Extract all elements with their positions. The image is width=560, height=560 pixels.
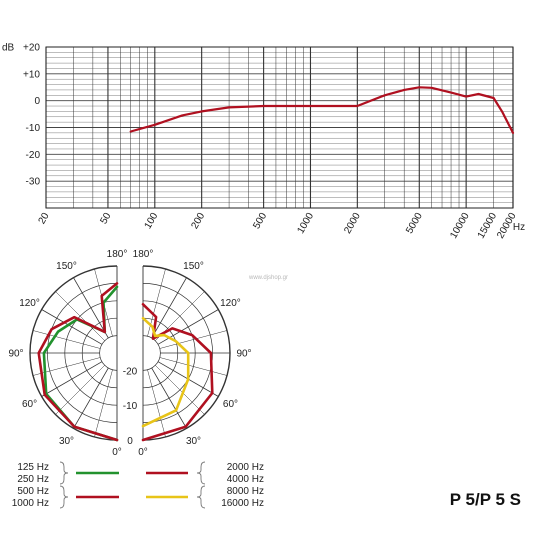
polar-spoke (55, 365, 105, 415)
legend-brace (59, 485, 69, 509)
polar-angle-label: 150° (183, 261, 204, 272)
polar-level-label: -10 (123, 401, 138, 412)
polar-spoke (157, 309, 219, 345)
x-tick-label: 50 (98, 211, 113, 227)
legend-brace (196, 461, 206, 485)
polar-spoke (32, 330, 101, 349)
x-tick-label: 500 (251, 211, 269, 231)
polar-angle-label: 120° (220, 298, 241, 309)
polar-spoke (94, 369, 113, 438)
polar-spoke (73, 277, 109, 339)
legend-label: 125 Hz (17, 462, 49, 473)
y-tick-label: 0 (34, 96, 40, 107)
y-tick-label: +20 (23, 43, 40, 54)
response-frame (45, 46, 514, 209)
polar-angle-label: 60° (223, 399, 238, 410)
x-tick-label: 100 (143, 211, 161, 231)
x-tick-label: 2000 (342, 211, 363, 236)
legend-label: 16000 Hz (221, 498, 264, 509)
legend-label: 4000 Hz (227, 474, 264, 485)
y-tick-label: -20 (26, 150, 41, 161)
polar-spoke (151, 277, 187, 339)
polar-spoke (147, 369, 166, 438)
polar-curve-right-3 (141, 316, 190, 428)
x-tick-label: 10000 (448, 211, 472, 241)
response-grid (45, 46, 514, 209)
polar-angle-label: 150° (56, 261, 77, 272)
polar-spoke (159, 330, 228, 349)
polar-ring (142, 335, 161, 371)
polar-spoke (55, 291, 105, 341)
legend-label: 1000 Hz (12, 498, 49, 509)
x-tick-label: 5000 (404, 211, 425, 236)
legend-label: 8000 Hz (227, 486, 264, 497)
polar-angle-label: 90° (8, 349, 23, 360)
polar-grid (29, 265, 231, 441)
response-curve (129, 86, 515, 134)
legend-brace (196, 485, 206, 509)
legend-label: 250 Hz (17, 474, 49, 485)
polar-angle-label: 180° (133, 249, 154, 260)
polar-curve-right-2 (141, 303, 214, 442)
legend-label: 2000 Hz (227, 462, 264, 473)
x-tick-label: 1000 (295, 211, 316, 236)
polar-angle-label: 30° (59, 436, 74, 447)
polar-spoke (151, 367, 187, 429)
y-tick-label: -30 (26, 177, 41, 188)
polar-level-label: -20 (123, 366, 138, 377)
polar-angle-label: 0° (112, 447, 122, 458)
polar-curve-left-1 (37, 282, 119, 442)
polar-ring (99, 335, 118, 371)
polar-angle-label: 60° (22, 399, 37, 410)
polar-angle-label: 0° (138, 447, 148, 458)
watermark-text: www.djshop.gr (248, 275, 288, 281)
polar-spoke (41, 361, 103, 397)
polar-level-label: 0 (127, 436, 133, 447)
polar-spoke (73, 367, 109, 429)
polar-spoke (155, 365, 205, 415)
polar-angle-label: 90° (236, 349, 251, 360)
model-label: P 5/P 5 S (450, 490, 521, 509)
polar-angle-label: 180° (107, 249, 128, 260)
polar-spoke (41, 309, 103, 345)
legend-label: 500 Hz (17, 486, 49, 497)
polar-angle-label: 120° (19, 298, 40, 309)
polar-angle-label: 30° (186, 436, 201, 447)
y-tick-label: +10 (23, 69, 40, 80)
y-tick-label: -10 (26, 123, 41, 134)
polar-spoke (159, 357, 228, 376)
x-tick-label: 20 (37, 211, 52, 227)
x-tick-label: 200 (189, 211, 207, 231)
x-axis-unit: Hz (513, 222, 525, 233)
y-axis-unit: dB (2, 43, 15, 54)
legend-brace (59, 461, 69, 485)
